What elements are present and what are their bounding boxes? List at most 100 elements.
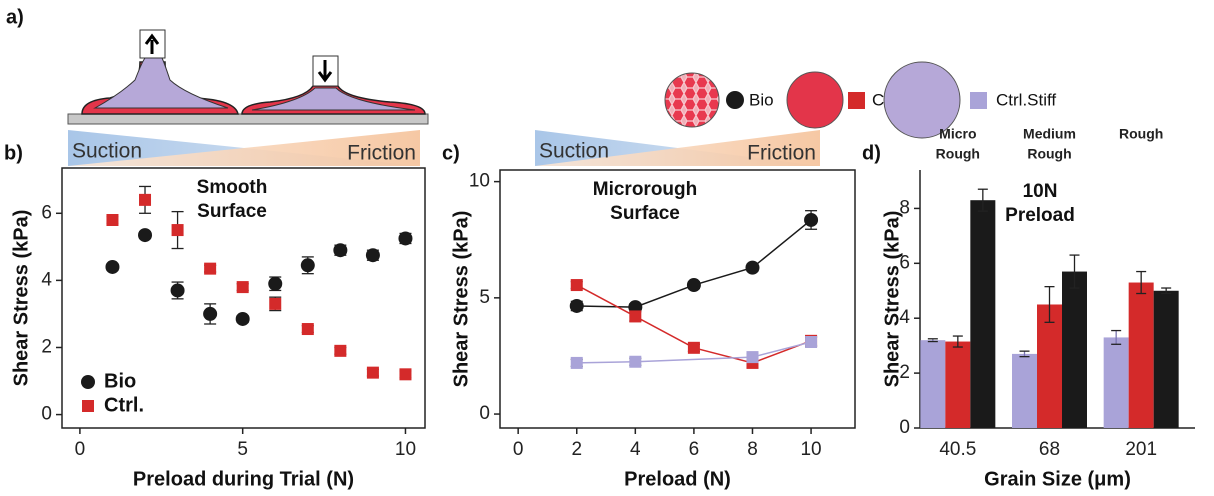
x-tick-label: 4 [630, 439, 641, 460]
panel-label: c) [442, 142, 460, 164]
data-point [236, 312, 250, 326]
data-point [805, 336, 817, 348]
data-point [302, 323, 314, 335]
annotation: Smooth [197, 177, 268, 198]
annotation: Preload [1005, 205, 1075, 226]
ctrl-icon [787, 72, 843, 128]
data-point [204, 263, 216, 275]
data-point [367, 367, 379, 379]
legend: Bio Ctrl. Ctrl.Stiff [665, 62, 1056, 138]
bio-icon [665, 73, 719, 127]
panel-label: d) [862, 142, 881, 164]
data-point [687, 278, 701, 292]
bar [1154, 291, 1179, 428]
data-point [106, 214, 118, 226]
group-label: Rough [1027, 146, 1071, 162]
data-point [139, 194, 151, 206]
bar [1062, 272, 1087, 428]
y-axis-label: Shear Stress (kPa) [10, 210, 32, 387]
x-axis-label: Preload (N) [624, 468, 731, 490]
x-axis-label: Grain Size (μm) [984, 468, 1131, 490]
y-tick-label: 6 [41, 202, 52, 223]
gradient-label: Suction [72, 140, 142, 163]
panel-label: b) [4, 142, 23, 164]
data-point [237, 281, 249, 293]
legend-label: Bio [104, 370, 136, 392]
x-tick-label: 10 [800, 439, 821, 460]
data-point [269, 298, 281, 310]
data-point [399, 368, 411, 380]
data-point [571, 357, 583, 369]
annotation: Microrough [593, 179, 698, 200]
group-label: Rough [936, 146, 980, 162]
data-point [629, 310, 641, 322]
group-label: Micro [939, 126, 976, 142]
bar [1129, 283, 1154, 428]
data-point [82, 400, 94, 412]
annotation: Surface [610, 203, 680, 224]
y-tick-label: 2 [41, 336, 52, 357]
data-point [171, 283, 185, 297]
y-tick-label: 0 [479, 403, 490, 424]
y-tick-label: 5 [479, 287, 490, 308]
x-tick-label: 10 [395, 439, 416, 460]
bar [920, 340, 945, 428]
bar [1104, 337, 1129, 428]
y-tick-label: 0 [899, 417, 910, 438]
legend-label: Bio [749, 90, 774, 109]
data-point [334, 345, 346, 357]
legend-marker [726, 91, 744, 109]
legend-marker [970, 92, 987, 109]
data-point [571, 279, 583, 291]
data-point [366, 248, 380, 262]
data-point [268, 277, 282, 291]
x-tick-label: 2 [571, 439, 582, 460]
data-point [105, 260, 119, 274]
x-tick-label: 5 [237, 439, 248, 460]
x-tick-label: 40.5 [939, 439, 976, 460]
group-label: Medium [1023, 126, 1076, 142]
y-tick-label: 0 [41, 404, 52, 425]
annotation: Surface [197, 201, 267, 222]
panel-label: a) [6, 6, 24, 28]
data-point [81, 375, 95, 389]
bar [945, 342, 970, 428]
data-point [301, 258, 315, 272]
y-axis-label: Shear Stress (kPa) [881, 211, 903, 388]
group-label: Rough [1119, 126, 1163, 142]
data-point [746, 351, 758, 363]
data-point [688, 342, 700, 354]
data-point [398, 231, 412, 245]
y-axis-label: Shear Stress (kPa) [450, 211, 472, 388]
legend-label: Ctrl. [104, 394, 144, 416]
bar [1012, 354, 1037, 428]
data-point [203, 307, 217, 321]
legend-label: Ctrl.Stiff [996, 90, 1056, 109]
x-tick-label: 0 [75, 439, 86, 460]
x-tick-label: 8 [747, 439, 758, 460]
gradient-label: Friction [747, 142, 816, 165]
bar [970, 200, 995, 428]
y-tick-label: 10 [469, 171, 490, 192]
x-axis-label: Preload during Trial (N) [133, 468, 354, 490]
legend-marker [848, 92, 865, 109]
annotation: 10N [1023, 181, 1058, 202]
data-point [138, 228, 152, 242]
series-line [577, 220, 811, 307]
x-tick-label: 6 [689, 439, 700, 460]
figure: a) Bio Ctrl. Ctrl.Stiff b) Suction Frictio… [0, 0, 1214, 491]
sucker-diagram [68, 30, 428, 124]
data-point [804, 213, 818, 227]
data-point [333, 243, 347, 257]
bar [1037, 304, 1062, 428]
data-point [570, 299, 584, 313]
data-point [172, 224, 184, 236]
data-point [629, 356, 641, 368]
x-tick-label: 68 [1039, 439, 1060, 460]
x-tick-label: 201 [1125, 439, 1157, 460]
gradient-label: Friction [347, 142, 416, 165]
x-tick-label: 0 [513, 439, 524, 460]
gradient-label: Suction [539, 140, 609, 163]
y-tick-label: 4 [41, 269, 52, 290]
data-point [745, 261, 759, 275]
